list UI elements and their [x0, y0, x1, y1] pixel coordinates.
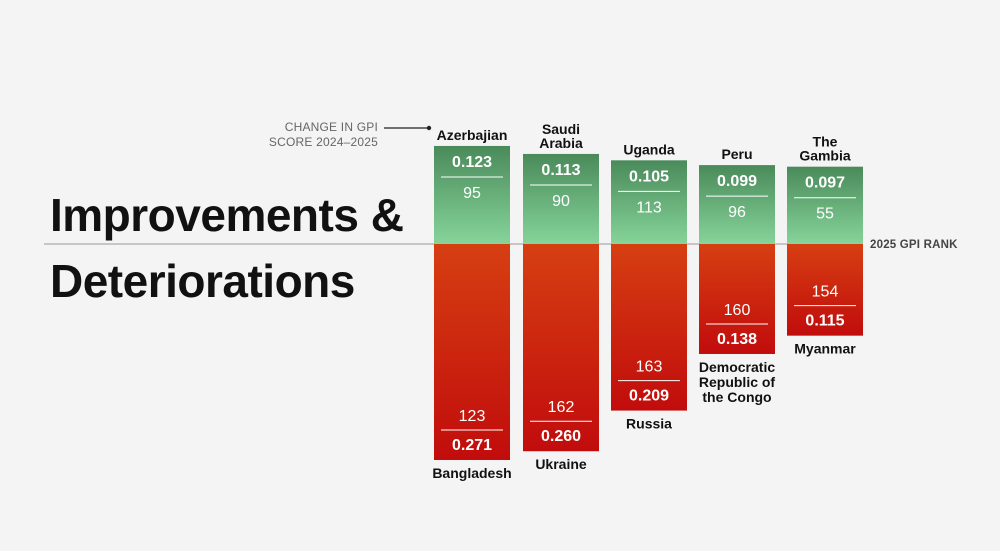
deterioration-bar: [699, 244, 775, 354]
improvement-change-value: 0.113: [541, 162, 580, 179]
improvement-country-label: The: [813, 134, 838, 150]
change-legend-line-2: SCORE 2024–2025: [268, 135, 378, 149]
deterioration-country-label: Myanmar: [794, 341, 856, 357]
title-line-2: Deteriorations: [50, 255, 355, 307]
rank-axis-label: 2025 GPI RANK: [870, 239, 958, 251]
change-legend-label: CHANGE IN GPI SCORE 2024–2025: [230, 120, 378, 150]
improvement-bar: [611, 160, 687, 244]
deterioration-change-value: 0.115: [805, 313, 844, 330]
deterioration-bar: [523, 244, 599, 452]
deterioration-country-label: the Congo: [702, 389, 771, 405]
legend-connector-dot: [426, 125, 432, 131]
deterioration-country-label: Ukraine: [535, 456, 587, 472]
improvement-country-label: Gambia: [799, 148, 851, 164]
improvement-change-value: 0.097: [805, 175, 845, 192]
title-line-1: Improvements &: [50, 189, 404, 241]
deterioration-rank-value: 123: [459, 408, 486, 425]
deterioration-bar: [611, 244, 687, 411]
improvement-rank-value: 95: [463, 185, 481, 202]
change-legend-line-1: CHANGE IN GPI: [284, 120, 378, 134]
deterioration-rank-value: 163: [636, 359, 663, 376]
deterioration-change-value: 0.271: [452, 437, 492, 454]
improvement-bar: [523, 153, 599, 244]
improvement-rank-value: 113: [636, 199, 662, 216]
improvement-country-label: Peru: [721, 146, 752, 162]
improvement-country-label: Azerbajian: [437, 127, 508, 143]
improvement-country-label: Uganda: [623, 141, 675, 157]
improvement-bar: [787, 166, 863, 244]
improvement-country-label: Arabia: [539, 135, 583, 151]
deterioration-country-label: Republic of: [699, 374, 776, 390]
deterioration-rank-value: 162: [548, 399, 575, 416]
deterioration-rank-value: 160: [724, 302, 751, 319]
deterioration-change-value: 0.138: [717, 331, 757, 348]
deterioration-bar: [434, 244, 510, 460]
improvement-country-label: Saudi: [542, 121, 580, 137]
improvement-change-value: 0.123: [452, 154, 492, 171]
deterioration-change-value: 0.260: [541, 428, 581, 445]
deterioration-country-label: Democratic: [699, 359, 775, 375]
improvement-change-value: 0.099: [717, 173, 757, 190]
deterioration-country-label: Bangladesh: [432, 465, 511, 481]
improvement-bar: [699, 165, 775, 244]
deterioration-rank-value: 154: [812, 284, 839, 301]
improvement-bar: [434, 145, 510, 244]
deterioration-country-label: Russia: [626, 416, 672, 432]
deterioration-change-value: 0.209: [629, 388, 669, 405]
improvement-change-value: 0.105: [629, 168, 669, 185]
improvement-rank-value: 96: [728, 204, 746, 221]
improvement-rank-value: 90: [552, 193, 570, 210]
deterioration-bar: [787, 244, 863, 336]
improvement-rank-value: 55: [816, 206, 834, 223]
